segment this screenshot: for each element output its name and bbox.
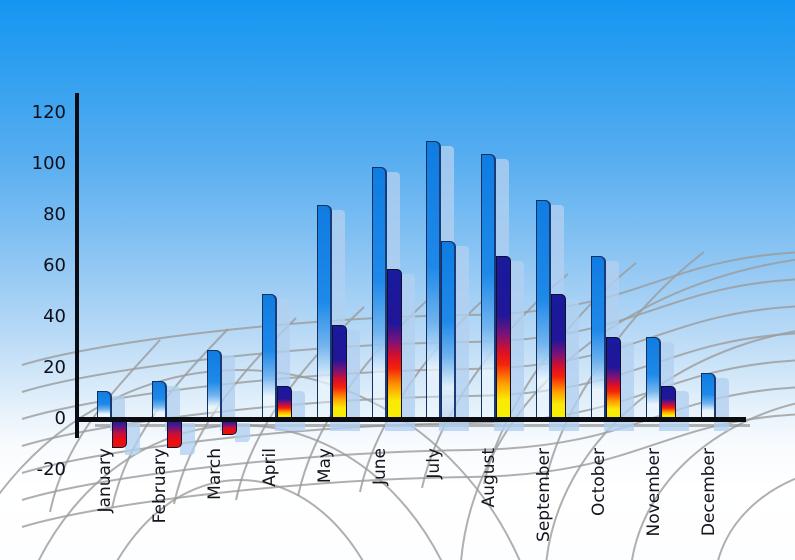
y-axis-tick-label: 60 [43,255,66,276]
bar-secondary [222,422,237,435]
bar-primary [591,255,606,419]
y-axis-line [75,93,79,438]
x-axis-label: February [150,448,170,524]
bar-secondary [332,324,347,419]
bar-primary [646,337,661,419]
x-axis-label: May [315,448,335,484]
bar-shadow [714,378,729,431]
y-axis-tick-label: 20 [43,357,66,378]
bar-secondary [387,268,402,419]
bar-secondary [496,255,511,419]
x-axis-label: June [370,448,390,486]
bar-shadow [509,260,524,431]
bar-shadow [290,390,305,431]
bar-secondary [606,337,621,419]
bar-secondary [112,422,127,448]
bar-secondary [661,385,676,419]
bar-shadow [564,299,579,431]
y-axis-tick-label: 40 [43,306,66,327]
x-axis-label: November [644,448,664,537]
bar-primary [536,199,551,419]
bar-shadow [220,355,235,431]
x-axis-label: December [699,448,719,537]
y-axis-tick-label: 120 [31,102,66,123]
x-axis-shadow [95,424,750,427]
x-axis-label: January [95,448,115,513]
bar-shadow [454,245,469,431]
bar-primary [372,166,387,419]
x-axis-label: April [260,448,280,487]
bar-shadow [180,423,195,455]
bar-shadow [619,342,634,431]
bar-shadow [345,329,360,431]
bar-secondary [441,240,456,419]
x-axis-line [75,417,746,422]
bar-primary [207,350,222,419]
y-axis-tick-label: -20 [36,459,66,480]
bar-secondary [167,422,182,448]
y-axis-tick-label: 0 [54,408,66,429]
x-axis-label: August [479,448,499,508]
bar-shadow [125,423,140,455]
bar-secondary [551,294,566,419]
y-axis-tick-label: 100 [31,153,66,174]
bar-primary [152,380,167,419]
bar-shadow [235,423,250,442]
bar-primary [426,141,441,419]
bar-primary [481,153,496,419]
bar-shadow [400,273,415,431]
bar-primary [262,294,277,419]
bar-primary [701,373,716,419]
bar-shadow [674,390,689,431]
x-axis-label: September [534,448,554,542]
y-axis-tick-label: 80 [43,204,66,225]
x-axis-label: March [205,448,225,500]
x-axis-label: July [424,448,444,479]
x-axis-label: October [589,448,609,517]
bar-primary [317,204,332,419]
bar-secondary [277,385,292,419]
bar-primary [97,390,112,419]
